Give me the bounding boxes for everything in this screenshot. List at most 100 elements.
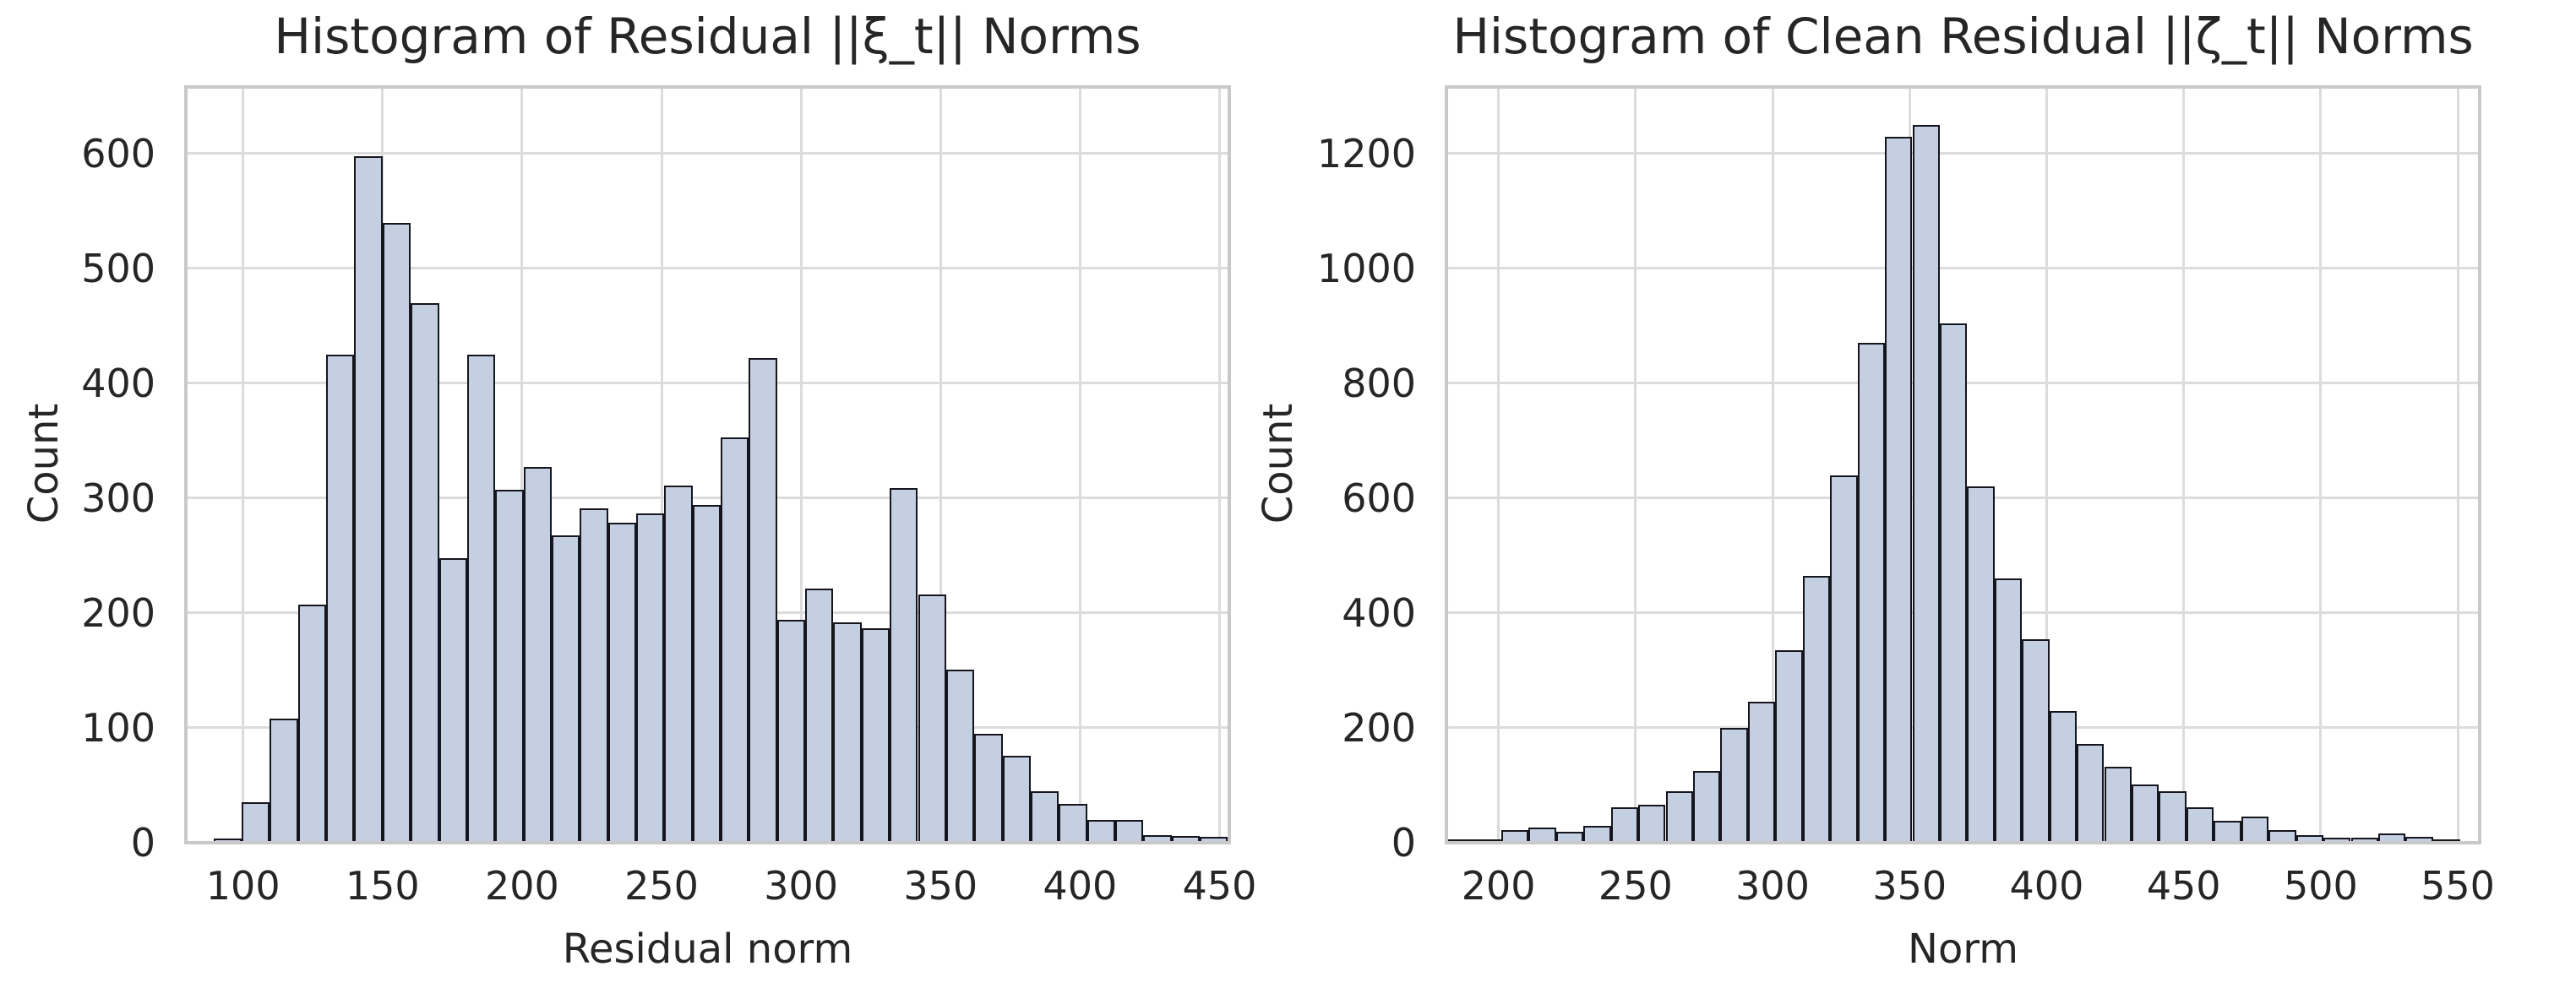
histogram-bar: [1830, 475, 1858, 843]
gridline-v: [1217, 87, 1221, 843]
plot-area: [1445, 85, 2481, 844]
histogram-bar: [326, 354, 355, 843]
histogram-bar: [438, 557, 467, 843]
y-tick-label: 100: [81, 704, 155, 751]
x-tick-label: 500: [2283, 863, 2358, 909]
histogram-bar: [1802, 575, 1831, 843]
histogram-bar: [664, 486, 693, 843]
x-axis-label: Norm: [1908, 926, 2018, 973]
gridline-v: [520, 87, 524, 843]
histogram-bar: [1665, 790, 1693, 843]
histogram-bar: [2132, 784, 2159, 843]
histogram-bar: [2214, 821, 2241, 843]
gridline-v: [2319, 87, 2323, 843]
histogram-bar: [721, 437, 749, 843]
gridline-v: [1771, 87, 1774, 843]
y-tick-label: 1000: [1316, 245, 1416, 291]
histogram-bar: [1885, 136, 1913, 843]
gridline-h: [186, 497, 1229, 500]
histogram-bar: [2077, 744, 2105, 843]
x-tick-label: 100: [205, 863, 280, 909]
histogram-bar: [297, 605, 327, 843]
y-tick-label: 500: [81, 245, 155, 291]
gridline-v: [242, 87, 245, 843]
histogram-bar: [2296, 835, 2323, 843]
histogram-bar: [2104, 767, 2132, 843]
y-tick-label: 400: [81, 360, 155, 406]
x-tick-label: 350: [903, 863, 978, 909]
histogram-bar: [1143, 834, 1172, 843]
histogram-bar: [1747, 702, 1776, 843]
chart-title: Histogram of Residual ||ξ_t|| Norms: [274, 8, 1141, 65]
x-tick-label: 300: [764, 863, 839, 909]
x-tick-label: 200: [1461, 863, 1536, 909]
histogram-bar: [2405, 837, 2433, 843]
histogram-bar: [1967, 486, 1995, 843]
histogram-bar: [1200, 837, 1228, 843]
x-tick-label: 200: [485, 863, 559, 909]
histogram-bar: [411, 302, 439, 843]
histogram-bar: [749, 358, 777, 843]
histogram-bar: [382, 222, 411, 843]
histogram-bar: [2022, 638, 2050, 843]
x-tick-label: 450: [2146, 863, 2221, 909]
histogram-bar: [354, 155, 383, 843]
histogram-bar: [607, 522, 636, 843]
x-tick-label: 400: [1043, 863, 1118, 909]
histogram-bar: [1610, 806, 1638, 843]
histogram-bar: [1857, 343, 1885, 843]
x-axis-label: Residual norm: [562, 926, 853, 973]
histogram-bar: [2323, 837, 2351, 843]
histogram-bar: [1912, 124, 1940, 843]
gridline-v: [1497, 87, 1500, 843]
histogram-bar: [1528, 828, 1556, 843]
gridline-v: [2182, 87, 2186, 843]
histogram-bar: [805, 589, 834, 843]
histogram-bar: [551, 535, 580, 843]
gridline-h: [1446, 152, 2480, 155]
gridline-h: [186, 152, 1229, 155]
histogram-bar: [1638, 805, 1666, 843]
y-tick-label: 0: [1391, 820, 1416, 866]
y-tick-label: 200: [81, 589, 155, 636]
histogram-bar: [1500, 830, 1529, 843]
gridline-v: [2045, 87, 2048, 843]
histogram-bar: [523, 467, 552, 843]
histogram-bar: [2159, 790, 2187, 843]
y-tick-label: 600: [81, 130, 155, 176]
y-axis-label: Count: [20, 403, 68, 524]
y-tick-label: 0: [130, 820, 155, 866]
histogram-bar: [1720, 728, 1748, 843]
x-tick-label: 150: [345, 863, 420, 909]
plot-area: [184, 85, 1231, 844]
x-tick-label: 350: [1872, 863, 1947, 909]
histogram-bar: [636, 513, 665, 843]
x-tick-label: 250: [1598, 863, 1673, 909]
histogram-bar: [974, 733, 1003, 843]
histogram-bar: [270, 719, 298, 843]
histogram-bar: [580, 508, 608, 843]
histogram-bar: [2241, 817, 2269, 843]
histogram-bar: [495, 490, 524, 843]
x-tick-label: 450: [1182, 863, 1257, 909]
x-tick-label: 250: [624, 863, 699, 909]
histogram-bar: [945, 669, 975, 843]
y-tick-label: 400: [1342, 589, 1416, 636]
gridline-v: [660, 87, 663, 843]
histogram-bar: [890, 487, 918, 843]
y-tick-label: 200: [1342, 704, 1416, 751]
y-tick-label: 800: [1342, 360, 1416, 406]
x-tick-label: 400: [2009, 863, 2084, 909]
gridline-v: [1078, 87, 1081, 843]
histogram-bar: [2186, 806, 2214, 843]
histogram-bar: [1114, 819, 1144, 843]
histogram-bar: [1030, 790, 1059, 843]
gridline-h: [1446, 267, 2480, 270]
gridline-v: [1634, 87, 1637, 843]
x-tick-label: 550: [2421, 863, 2495, 909]
y-tick-label: 600: [1342, 475, 1416, 521]
y-tick-label: 1200: [1316, 130, 1416, 176]
histogram-bar: [692, 505, 722, 843]
histogram-bar: [861, 627, 890, 843]
